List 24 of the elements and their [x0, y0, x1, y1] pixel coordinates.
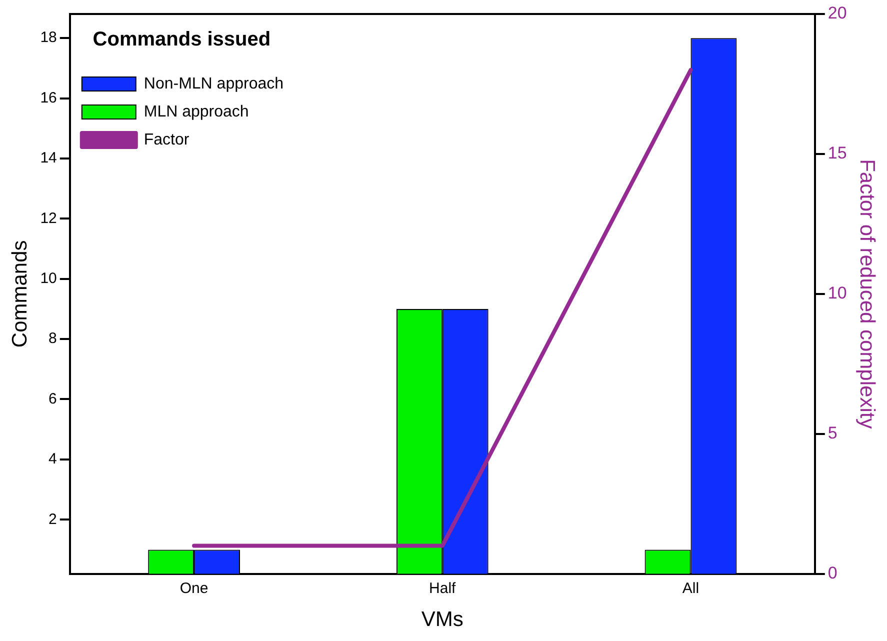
y-tick-label: 18 [40, 29, 57, 46]
y-tick-label: 2 [48, 510, 57, 528]
legend-label: Factor [144, 131, 190, 148]
y-tick-label: 4 [48, 450, 57, 468]
y-tick-label: 6 [48, 390, 57, 408]
y2-tick-label: 15 [828, 144, 847, 163]
x-axis-title: VMs [421, 608, 464, 632]
y-tick-label: 14 [40, 150, 57, 167]
legend-title: Commands issued [92, 28, 271, 51]
y-tick-label: 12 [40, 210, 57, 227]
legend-label: MLN approach [144, 103, 249, 120]
y-tick-label: 16 [40, 89, 57, 106]
y2-tick-label: 10 [828, 284, 847, 303]
y2-tick-label: 20 [828, 4, 847, 23]
y-tick-label: 8 [48, 330, 57, 348]
y2-axis-title: Factor of reduced complexity [856, 159, 879, 430]
y-axis-title: Commands [8, 240, 32, 348]
x-tick-label: All [682, 580, 700, 597]
x-tick-label: One [180, 580, 208, 597]
x-tick-label: Half [429, 580, 457, 597]
legend-label: Non-MLN approach [144, 75, 284, 92]
y2-tick-label: 0 [828, 563, 838, 582]
y2-tick-label: 5 [828, 424, 838, 443]
y-tick-label: 10 [40, 270, 57, 287]
